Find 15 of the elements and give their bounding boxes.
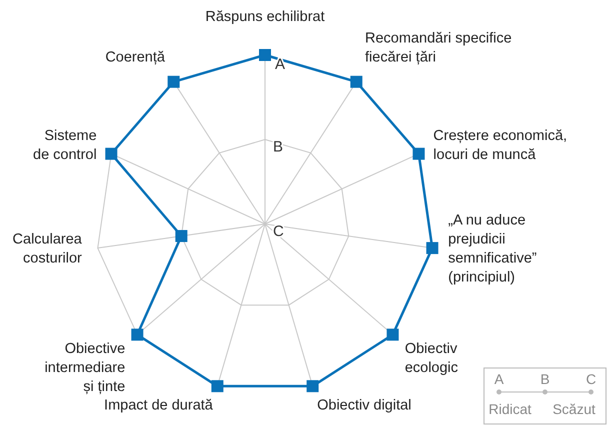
spoke-label: Obiectiv digital [317,398,412,414]
spoke-label: „A nu aduce prejudicii semnificative” (principiul) [448,212,537,286]
y-tick-label: A [275,56,286,73]
spoke-label: Recomandări specifice fiecărei țări [365,30,512,66]
y-tick-label: C [273,223,284,240]
spoke-label: Obiectiv ecologic [404,341,458,376]
y-tick-label: B [273,138,284,156]
spoke-label: Creștere economică, locuri de muncă [433,128,568,164]
spoke-label: Coerență [105,49,166,66]
spoke-label: Obiective intermediare și ținte [44,341,126,396]
spoke-label: Sisteme de control [33,128,97,164]
spoke-label: Impact de durată [104,398,214,414]
scale-key: A B C Ridicat Scăzut [484,368,606,424]
spoke-label: Calcularea costurilor [12,231,83,266]
spoke-label: Răspuns echilibrat [205,9,325,25]
